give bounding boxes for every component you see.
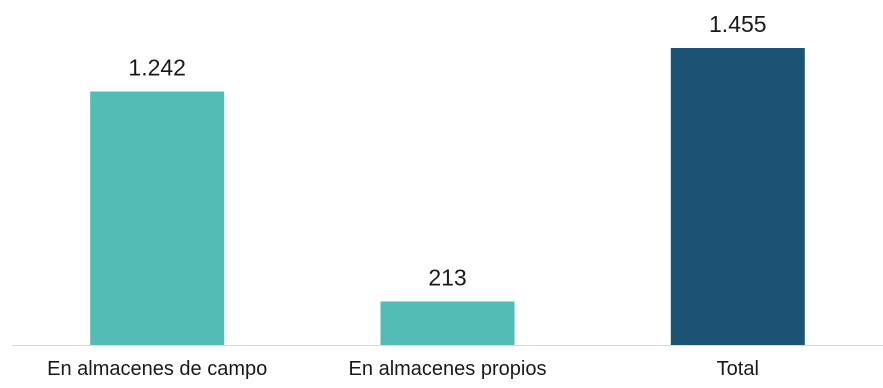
data-label-en-almacenes-propios: 213 [428, 265, 466, 291]
category-label-en-almacenes-de-campo: En almacenes de campo [47, 358, 267, 380]
bar-en-almacenes-de-campo [90, 91, 225, 345]
bars-group [90, 48, 805, 345]
category-labels-group: En almacenes de campo En almacenes propio… [47, 358, 759, 380]
data-label-en-almacenes-de-campo: 1.242 [128, 55, 186, 81]
bar-en-almacenes-propios [380, 301, 515, 345]
category-label-total: Total [717, 358, 759, 380]
data-labels-group: 1.242 213 1.455 [128, 11, 766, 291]
category-label-en-almacenes-propios: En almacenes propios [349, 358, 547, 380]
data-label-total: 1.455 [709, 11, 767, 37]
bar-total [670, 48, 805, 345]
